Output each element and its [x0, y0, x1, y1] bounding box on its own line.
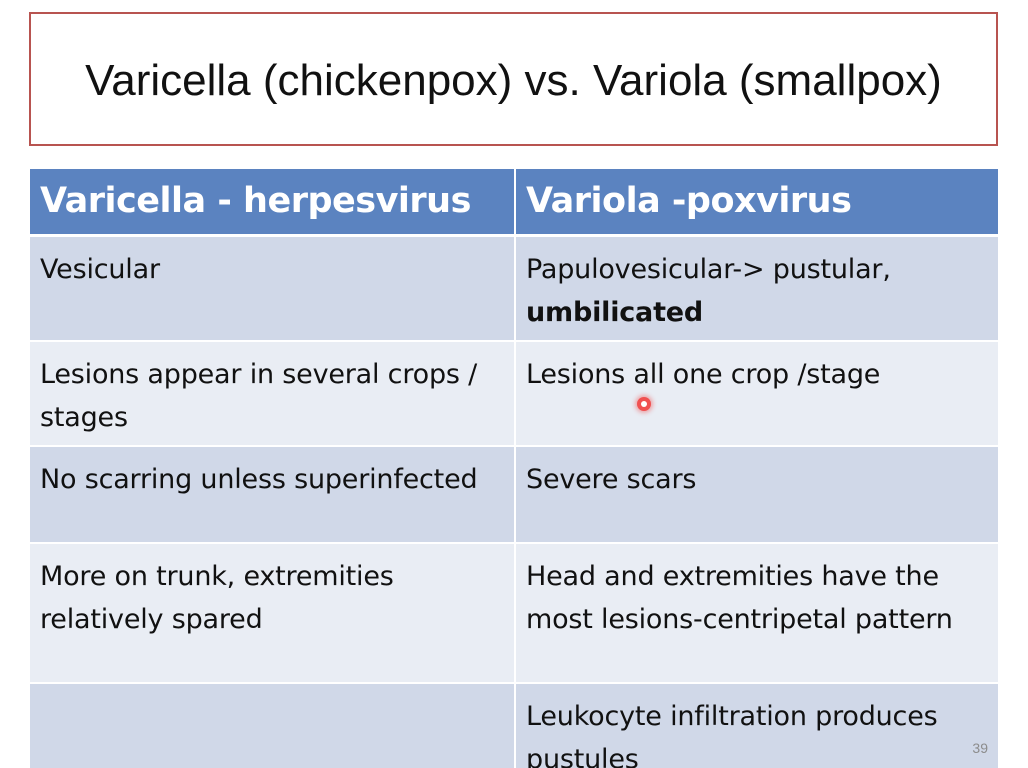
- table-header-row: Varicella - herpesvirus Variola -poxviru…: [30, 169, 998, 237]
- cell-varicella: More on trunk, extremities relatively sp…: [30, 542, 516, 684]
- comparison-table: Varicella - herpesvirus Variola -poxviru…: [30, 169, 998, 768]
- laser-pointer-icon: [637, 397, 651, 411]
- cell-varicella: [30, 682, 516, 768]
- cell-varicella: Lesions appear in several crops / stages: [30, 340, 516, 447]
- cell-text: Papulovesicular-> pustular,: [526, 253, 891, 285]
- page-number: 39: [972, 740, 988, 756]
- title-box: Varicella (chickenpox) vs. Variola (smal…: [29, 12, 998, 146]
- cell-varicella: No scarring unless superinfected: [30, 445, 516, 544]
- cell-bold-text: umbilicated: [526, 296, 704, 328]
- table-row: Leukocyte infiltration produces pustules: [30, 682, 998, 768]
- cell-variola: Leukocyte infiltration produces pustules: [515, 682, 998, 768]
- cell-varicella: Vesicular: [30, 235, 516, 342]
- slide-title: Varicella (chickenpox) vs. Variola (smal…: [85, 56, 942, 105]
- header-variola: Variola -poxvirus: [515, 169, 998, 237]
- cell-variola: Papulovesicular-> pustular, umbilicated: [515, 235, 998, 342]
- table-row: Vesicular Papulovesicular-> pustular, umb…: [30, 235, 998, 342]
- table-row: Lesions appear in several crops / stages…: [30, 340, 998, 447]
- cell-variola: Lesions all one crop /stage: [515, 340, 998, 447]
- header-varicella: Varicella - herpesvirus: [30, 169, 516, 237]
- cell-variola: Severe scars: [515, 445, 998, 544]
- table-row: More on trunk, extremities relatively sp…: [30, 542, 998, 684]
- cell-variola: Head and extremities have the most lesio…: [515, 542, 998, 684]
- table-row: No scarring unless superinfected Severe …: [30, 445, 998, 544]
